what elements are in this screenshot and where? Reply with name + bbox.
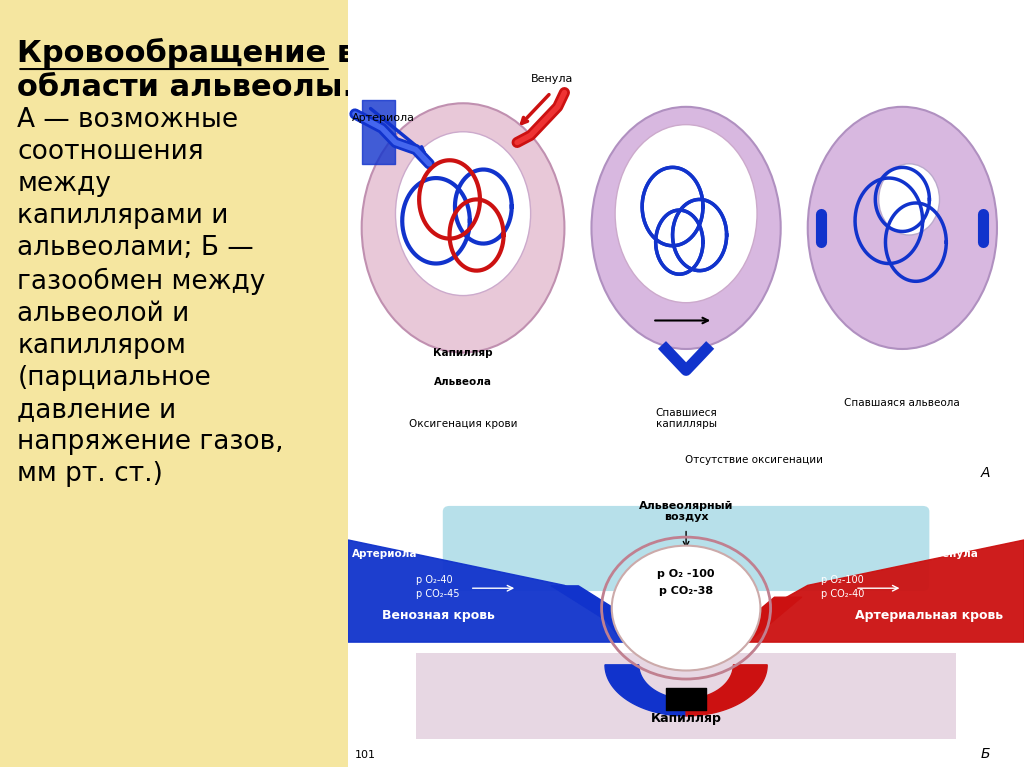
- Text: Капилляр: Капилляр: [433, 348, 493, 358]
- Text: р О₂ -100: р О₂ -100: [657, 569, 715, 579]
- Ellipse shape: [361, 104, 564, 353]
- Text: Б: Б: [981, 748, 990, 762]
- Text: р О₂-100: р О₂-100: [821, 574, 864, 584]
- Polygon shape: [642, 167, 702, 245]
- Text: р О₂-40: р О₂-40: [416, 574, 453, 584]
- Text: Капилляр: Капилляр: [650, 712, 722, 725]
- Text: 101: 101: [355, 750, 376, 761]
- Text: р СО₂-38: р СО₂-38: [659, 586, 713, 596]
- Text: Венула: Венула: [935, 549, 978, 559]
- Polygon shape: [740, 540, 1024, 642]
- FancyBboxPatch shape: [442, 506, 930, 591]
- Text: Альвеола: Альвеола: [434, 377, 493, 387]
- Text: Кровообращение в
области альвеолы.: Кровообращение в области альвеолы.: [17, 38, 356, 102]
- Text: Артериальная кровь: Артериальная кровь: [855, 610, 1004, 623]
- Polygon shape: [605, 665, 686, 716]
- Text: Венула: Венула: [530, 74, 573, 84]
- Ellipse shape: [879, 164, 940, 235]
- Text: Артериола: Артериола: [351, 549, 417, 559]
- Text: А: А: [981, 466, 990, 480]
- FancyBboxPatch shape: [348, 483, 1024, 767]
- Text: Артериола: Артериола: [351, 113, 415, 123]
- Text: Спавшиеся
капилляры: Спавшиеся капилляры: [655, 408, 717, 430]
- Text: Спавшаяся альвеола: Спавшаяся альвеола: [845, 398, 961, 408]
- Text: Отсутствие оксигенации: Отсутствие оксигенации: [685, 455, 822, 465]
- Ellipse shape: [395, 132, 530, 295]
- Text: Альвеолярный
воздух: Альвеолярный воздух: [639, 500, 733, 522]
- Polygon shape: [348, 540, 632, 642]
- Circle shape: [611, 545, 761, 670]
- Text: р СО₂-45: р СО₂-45: [416, 589, 459, 599]
- Text: Оксигенация крови: Оксигенация крови: [409, 420, 517, 430]
- Text: Венозная кровь: Венозная кровь: [382, 610, 495, 623]
- Ellipse shape: [592, 107, 780, 349]
- Text: А — возможные
соотношения
между
капиллярами и
альвеолами; Б —
газообмен между
ал: А — возможные соотношения между капилляр…: [17, 107, 284, 487]
- Text: р СО₂-40: р СО₂-40: [821, 589, 864, 599]
- Ellipse shape: [808, 107, 997, 349]
- Polygon shape: [686, 665, 767, 716]
- Polygon shape: [655, 210, 702, 274]
- FancyBboxPatch shape: [348, 0, 1024, 499]
- FancyBboxPatch shape: [416, 653, 956, 739]
- Polygon shape: [673, 199, 727, 271]
- Ellipse shape: [615, 125, 757, 303]
